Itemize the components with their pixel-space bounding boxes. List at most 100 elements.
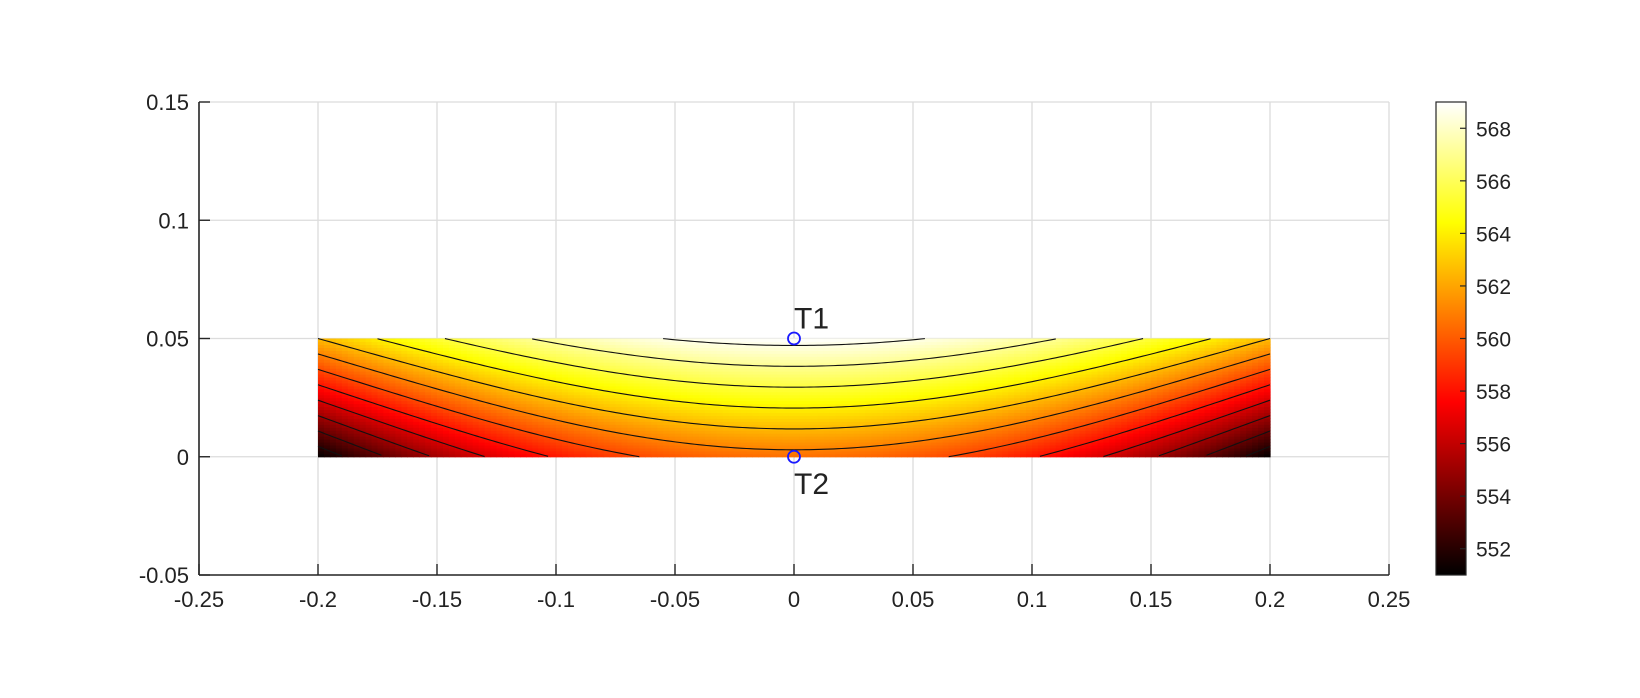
field-cell [1049,430,1057,434]
field-cell [1014,362,1021,366]
field-cell [335,338,343,343]
field-cell [460,441,468,446]
field-cell [799,415,807,419]
field-cell [478,368,486,372]
field-cell [597,385,605,390]
field-cell [645,427,652,431]
field-cell [942,365,950,369]
field-cell [907,344,914,348]
field-cell [395,391,402,396]
field-cell [663,430,670,434]
field-cell [597,350,605,354]
field-cell [675,409,682,414]
field-cell [597,394,605,399]
field-cell [347,436,355,440]
field-cell [823,368,831,372]
field-cell [871,418,878,422]
field-cell [1032,397,1039,402]
field-cell [609,353,617,357]
field-cell [936,424,944,428]
field-cell [1020,403,1027,408]
field-cell [318,388,325,393]
field-cell [811,347,819,351]
field-cell [514,400,521,405]
field-cell [776,441,783,446]
field-cell [389,385,396,390]
field-cell [680,436,688,440]
field-cell [1026,453,1033,458]
field-cell [847,418,855,422]
field-cell [383,421,390,425]
field-cell [341,403,349,408]
field-cell [538,347,545,351]
field-cell [871,353,878,357]
field-cell [829,362,837,366]
field-cell [990,376,997,381]
field-cell [669,353,676,357]
field-cell [597,424,605,428]
field-cell [722,359,730,363]
field-cell [799,400,807,405]
field-cell [716,436,724,440]
field-cell [853,391,861,396]
field-cell [365,356,373,360]
field-cell [698,444,706,449]
field-cell [490,382,498,387]
field-cell [657,382,664,387]
field-cell [401,412,408,416]
field-cell [746,373,753,378]
field-cell [770,376,777,381]
field-cell [657,391,664,396]
field-cell [746,368,753,372]
field-cell [805,394,813,399]
field-cell [841,376,849,381]
field-cell [877,350,884,354]
field-cell [573,397,581,402]
field-cell [782,338,789,343]
field-cell [788,415,795,419]
field-cell [1002,382,1009,387]
field-cell [532,447,539,452]
field-cell [1020,453,1027,458]
field-cell [728,365,736,369]
field-cell [1032,427,1039,431]
field-cell [329,391,337,396]
field-cell [847,406,855,411]
field-cell [514,338,521,343]
field-cell [776,353,783,357]
field-cell [924,439,932,443]
field-cell [567,439,575,443]
field-cell [353,444,361,449]
field-cell [591,441,599,446]
field-cell [907,436,914,440]
field-cell [323,439,331,443]
field-cell [1043,365,1051,369]
field-cell [484,400,492,405]
field-cell [472,418,480,422]
field-cell [978,453,985,458]
field-cell [591,430,599,434]
field-cell [496,409,504,414]
field-cell [490,373,498,378]
field-cell [633,347,640,351]
field-cell [413,427,420,431]
field-cell [1008,400,1015,405]
field-cell [978,373,985,378]
field-cell [704,453,712,458]
field-cell [472,453,480,458]
field-cell [585,341,593,346]
field-cell [383,385,390,390]
field-cell [716,427,724,431]
field-cell [752,403,759,408]
field-cell [609,418,617,422]
field-cell [764,356,771,360]
field-cell [633,388,640,393]
field-cell [966,368,974,372]
field-cell [437,376,444,381]
field-cell [698,427,706,431]
field-cell [758,397,765,402]
field-cell [859,379,866,384]
field-cell [347,424,355,428]
field-cell [817,453,825,458]
field-cell [978,400,985,405]
